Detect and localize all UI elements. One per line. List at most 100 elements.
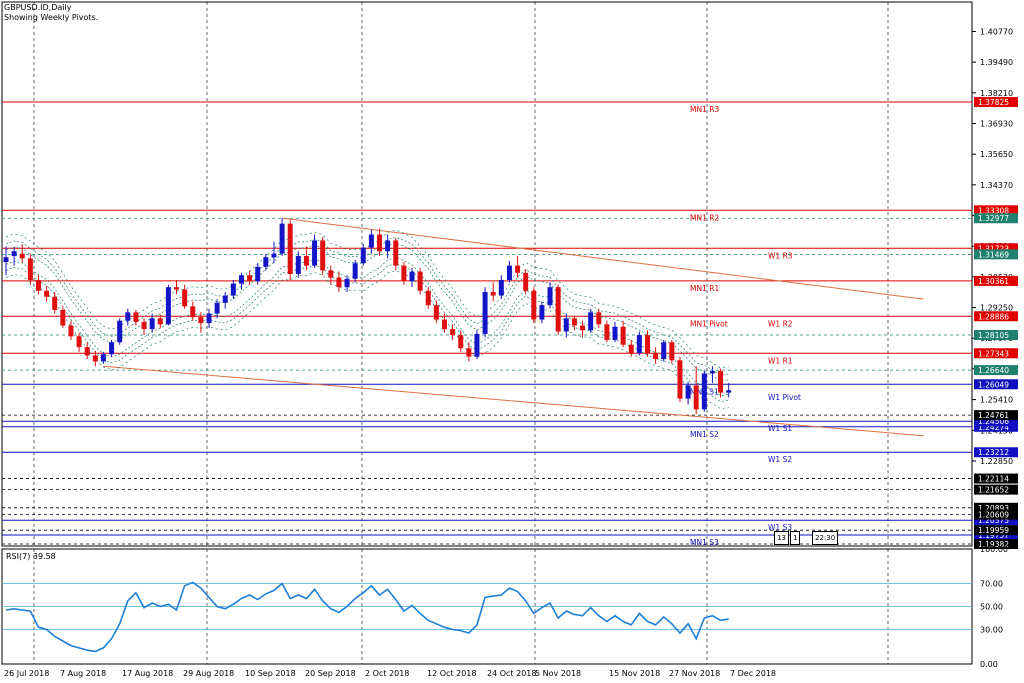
candle-body: [523, 272, 529, 291]
rsi-axis-label: 30.00: [980, 626, 1003, 635]
pivot-subtitle: Showing Weekly Pivots.: [4, 13, 99, 22]
price-tag-box: [974, 515, 1018, 526]
price-tag-label: 1.20609: [978, 511, 1009, 520]
price-tag-box: [974, 509, 1018, 520]
pivot-label: W1 R1: [768, 356, 793, 365]
pivot-label: MN1 R3: [690, 105, 719, 114]
candle-body: [580, 325, 586, 331]
price-tag-label: 1.19382: [978, 540, 1009, 549]
price-tag-label: 1.20375: [978, 516, 1009, 525]
price-tag-label: 1.21652: [978, 486, 1009, 495]
price-axis-label: 1.34370: [980, 181, 1013, 190]
trend-line: [282, 217, 924, 300]
candle-body: [441, 319, 447, 330]
date-axis-label: 29 Aug 2018: [183, 669, 234, 678]
price-tag-box: [974, 243, 1018, 254]
scroll-tag-a[interactable]: 13: [774, 531, 789, 545]
date-axis-label: 12 Oct 2018: [427, 669, 476, 678]
price-tag-label: 1.26640: [978, 366, 1009, 375]
candle-body: [125, 312, 131, 321]
candle-body: [76, 336, 82, 348]
candle-body: [263, 257, 269, 267]
candle-body: [271, 253, 277, 258]
price-tag-box: [974, 416, 1018, 427]
envelope-upper: [5, 236, 729, 376]
candle-body: [571, 318, 577, 326]
price-tag-box: [974, 275, 1018, 286]
price-tag-box: [974, 473, 1018, 484]
scroll-tag-b[interactable]: 1: [790, 531, 801, 545]
candle-body: [368, 234, 374, 248]
candle-body: [515, 265, 521, 273]
price-tag-label: 1.19757: [978, 531, 1009, 540]
price-tag-box: [974, 525, 1018, 536]
candle-body: [247, 275, 253, 282]
candle-body: [612, 326, 618, 340]
price-tag-box: [974, 421, 1018, 432]
date-axis-label: 15 Nov 2018: [609, 669, 660, 678]
price-axis-label: 1.22850: [980, 457, 1013, 466]
candle-body: [295, 256, 301, 274]
pivot-label: MN1 Pivot: [690, 319, 728, 328]
main-panel-frame: [1, 1, 973, 547]
envelope-lower: [5, 257, 729, 396]
price-tag-label: 1.26049: [978, 380, 1009, 389]
price-tag-label: 1.33308: [978, 206, 1009, 215]
price-tag-box: [974, 348, 1018, 359]
candle-body: [238, 275, 244, 284]
price-tag-box: [974, 502, 1018, 513]
candle-body: [255, 266, 261, 282]
price-tag-label: 1.20893: [978, 504, 1009, 513]
price-tag-box: [974, 213, 1018, 224]
candle-body: [498, 279, 504, 296]
candle-body: [19, 253, 25, 259]
candle-body: [303, 256, 309, 266]
envelope-upper: [5, 229, 729, 369]
price-tag-label: 1.19959: [978, 526, 1009, 535]
date-axis-label: 24 Oct 2018: [487, 669, 536, 678]
price-tag-box: [974, 539, 1018, 550]
candle-body: [312, 240, 318, 266]
candle-body: [133, 312, 139, 322]
pivot-label: W1 S2: [768, 455, 792, 464]
price-tag-box: [974, 311, 1018, 322]
candle-body: [620, 326, 626, 345]
price-axis-label: 1.38210: [980, 89, 1013, 98]
date-axis-label: 10 Sep 2018: [245, 669, 296, 678]
candle-body: [344, 278, 350, 288]
candle-body: [214, 302, 220, 314]
candle-body: [279, 223, 285, 254]
price-tag-label: 1.31723: [978, 244, 1009, 253]
candle-body: [718, 371, 724, 393]
price-axis-label: 1.36930: [980, 120, 1013, 129]
candle-body: [482, 291, 488, 334]
date-axis-label: 7 Aug 2018: [60, 669, 106, 678]
price-tag-box: [974, 249, 1018, 260]
candle-body: [320, 240, 326, 271]
candle-body: [417, 271, 423, 291]
candle-body: [596, 312, 602, 325]
price-tag-box: [974, 365, 1018, 376]
envelope-lower: [5, 270, 729, 410]
pivot-label: MN1 R2: [690, 213, 719, 222]
candle-body: [182, 289, 188, 307]
candle-body: [563, 318, 569, 332]
candle-body: [588, 312, 594, 331]
price-tag-label: 1.31469: [978, 250, 1009, 259]
candle-body: [92, 355, 98, 362]
candle-body: [726, 390, 732, 393]
candle-body: [701, 373, 707, 410]
price-tag-box: [974, 329, 1018, 340]
scroll-tag-time[interactable]: 22:30: [812, 531, 839, 545]
candle-body: [149, 318, 155, 330]
price-axis-label: 1.39490: [980, 58, 1013, 67]
candle-body: [165, 287, 171, 325]
candle-body: [531, 290, 537, 320]
candle-body: [100, 354, 106, 362]
candle-body: [385, 240, 391, 252]
candle-body: [644, 335, 650, 354]
candle-body: [360, 247, 366, 264]
price-tag-box: [974, 410, 1018, 421]
price-tag-label: 1.28886: [978, 312, 1009, 321]
